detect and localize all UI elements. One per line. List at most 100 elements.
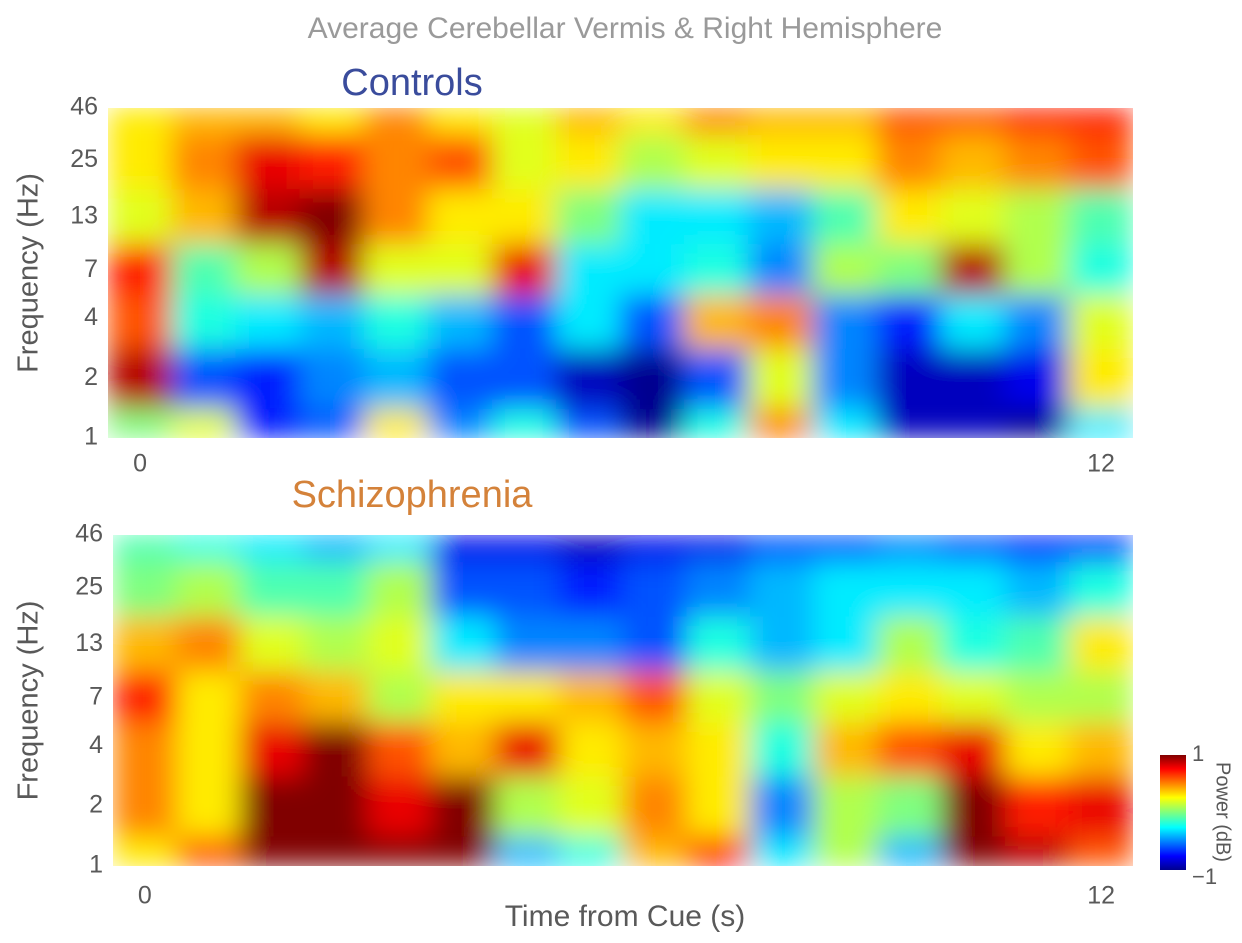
- heatmap-cell: [684, 408, 749, 439]
- heatmap-cell: [113, 615, 178, 671]
- heatmap-cell: [686, 615, 751, 671]
- heatmap-cell: [812, 188, 877, 244]
- heatmap-cell: [304, 561, 369, 617]
- heatmap-cell: [176, 535, 241, 562]
- heatmap-cell: [1068, 408, 1133, 439]
- heatmap-cell: [1004, 294, 1069, 349]
- heatmap-cell: [941, 721, 1006, 776]
- heatmap-cell: [940, 294, 1005, 349]
- heatmap-cell: [559, 615, 624, 671]
- heatmap-cell: [176, 776, 241, 837]
- heatmap-cell: [748, 243, 813, 295]
- heatmap-cell: [236, 188, 301, 244]
- colorbar-tick-label: 1: [1192, 741, 1204, 766]
- heatmap-cell: [812, 108, 877, 135]
- heatmap-cell: [172, 408, 237, 439]
- heatmap-cell: [750, 836, 815, 867]
- heatmap-cell: [941, 776, 1006, 837]
- heatmap-cell: [368, 721, 433, 776]
- heatmap-cell: [172, 134, 237, 189]
- heatmap-cell: [1069, 671, 1134, 723]
- heatmap-cell: [1004, 348, 1069, 409]
- heatmap-cell: [176, 671, 241, 723]
- heatmap-cell: [172, 348, 237, 409]
- heatmap-cell: [1068, 294, 1133, 349]
- heatmap-cell: [684, 294, 749, 349]
- heatmap-cell: [941, 561, 1006, 617]
- heatmap-cell: [1005, 535, 1070, 562]
- heatmap-cell: [428, 108, 493, 135]
- heatmap-cell: [172, 108, 237, 135]
- heatmap-cell: [364, 294, 429, 349]
- heatmap-cell: [878, 615, 943, 671]
- heatmap-cell: [556, 408, 621, 439]
- heatmap-cell: [431, 776, 496, 837]
- heatmap-cell: [1068, 134, 1133, 189]
- heatmap-cells: [113, 535, 1134, 867]
- heatmap-cell: [623, 535, 688, 562]
- heatmap-cells: [108, 108, 1134, 439]
- y-tick-label: 2: [84, 363, 98, 391]
- heatmap-cell: [176, 836, 241, 867]
- heatmap-cell: [748, 348, 813, 409]
- heatmap-cell: [431, 535, 496, 562]
- heatmap-cell: [108, 348, 173, 409]
- heatmap-cell: [940, 108, 1005, 135]
- heatmap-cell: [814, 561, 879, 617]
- heatmap-cell: [495, 561, 560, 617]
- heatmap-cell: [304, 776, 369, 837]
- heatmap-cell: [495, 776, 560, 837]
- heatmap-cell: [814, 535, 879, 562]
- heatmap-cell: [368, 615, 433, 671]
- heatmap-cell: [623, 776, 688, 837]
- heatmap-cell: [364, 108, 429, 135]
- heatmap-cell: [1068, 348, 1133, 409]
- heatmap-cell: [364, 134, 429, 189]
- heatmap-cell: [876, 243, 941, 295]
- heatmap-cell: [428, 188, 493, 244]
- heatmap-cell: [300, 408, 365, 439]
- heatmap-cell: [236, 294, 301, 349]
- heatmap-cell: [304, 535, 369, 562]
- y-axis-label: Frequency (Hz): [13, 601, 45, 801]
- heatmap-cell: [428, 348, 493, 409]
- heatmap-cell: [750, 535, 815, 562]
- heatmap-cell: [812, 408, 877, 439]
- heatmap-cell: [300, 294, 365, 349]
- heatmap-cell: [623, 836, 688, 867]
- heatmap-cell: [176, 561, 241, 617]
- y-tick-label: 46: [70, 93, 98, 121]
- heatmap-cell: [814, 615, 879, 671]
- heatmap-cell: [236, 408, 301, 439]
- y-tick-label: 7: [84, 255, 98, 283]
- heatmap-cell: [556, 134, 621, 189]
- heatmap-cell: [1005, 561, 1070, 617]
- heatmap-cell: [108, 408, 173, 439]
- heatmap-cell: [620, 108, 685, 135]
- heatmap-cell: [1005, 836, 1070, 867]
- colorbar-label: Power (dB): [1212, 762, 1234, 862]
- heatmap-cell: [620, 348, 685, 409]
- heatmap-cell: [686, 721, 751, 776]
- figure-title: Average Cerebellar Vermis & Right Hemisp…: [308, 12, 943, 45]
- heatmap-cell: [941, 836, 1006, 867]
- heatmap-cell: [364, 243, 429, 295]
- heatmap-cell: [236, 243, 301, 295]
- y-tick-label: 13: [75, 629, 103, 657]
- heatmap-cell: [495, 615, 560, 671]
- heatmap-cell: [876, 188, 941, 244]
- y-tick-label: 4: [89, 731, 103, 759]
- heatmap-cell: [108, 294, 173, 349]
- heatmap-cell: [559, 836, 624, 867]
- heatmap-cell: [492, 294, 557, 349]
- y-tick-label: 1: [89, 851, 103, 879]
- heatmap-cell: [686, 671, 751, 723]
- heatmap-cell: [368, 836, 433, 867]
- heatmap-cell: [556, 348, 621, 409]
- heatmap-cell: [304, 721, 369, 776]
- heatmap-cell: [113, 671, 178, 723]
- heatmap-cell: [1005, 671, 1070, 723]
- heatmap-cell: [1069, 561, 1134, 617]
- y-tick-label: 4: [84, 303, 98, 331]
- x-tick-label: 0: [133, 450, 147, 478]
